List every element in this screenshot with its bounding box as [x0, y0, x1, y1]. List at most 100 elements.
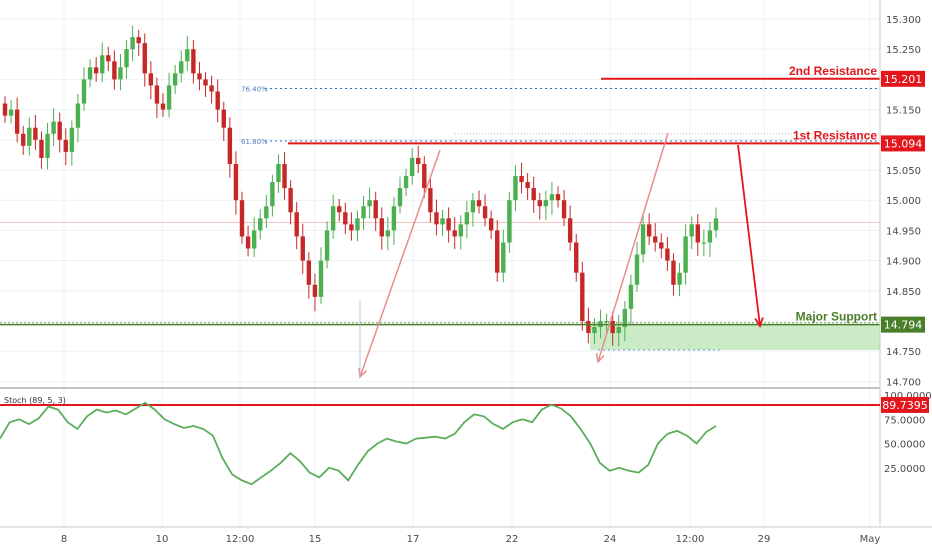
candle — [251, 230, 257, 249]
candle — [501, 242, 506, 273]
candle — [665, 248, 670, 261]
candle — [45, 133, 50, 158]
candle — [276, 163, 281, 183]
stoch-tick-label: 25.0000 — [884, 464, 925, 475]
candle — [707, 230, 713, 243]
candle — [185, 49, 190, 62]
candle — [306, 260, 312, 285]
candle — [288, 188, 293, 213]
candle — [713, 218, 719, 231]
candle — [27, 127, 32, 146]
candle — [689, 224, 694, 237]
candle — [543, 200, 549, 207]
price-tags: 15.201 15.094 14.794 89.7395 — [881, 70, 929, 413]
y-tick-label: 15.150 — [886, 106, 921, 117]
candle — [21, 133, 26, 146]
y-tick-label: 15.000 — [886, 196, 921, 207]
candle — [324, 230, 330, 261]
fib-label: 76.40% — [241, 85, 268, 93]
candlestick-series — [2, 25, 719, 347]
y-tick-label: 15.050 — [886, 166, 921, 177]
candle — [495, 230, 500, 273]
price-tag-text: 14.794 — [884, 319, 923, 332]
candle — [63, 139, 68, 152]
candle — [318, 260, 324, 297]
candle — [221, 109, 226, 128]
candle — [531, 188, 536, 201]
candle — [8, 109, 14, 116]
candle — [434, 212, 439, 225]
candle — [258, 218, 263, 231]
x-tick-label: May — [860, 534, 881, 545]
projection-arrows — [358, 132, 764, 379]
candle — [100, 55, 105, 74]
stoch-tick-label: 100.0000 — [884, 391, 932, 402]
candle — [270, 182, 275, 207]
candle — [106, 55, 111, 62]
candle — [464, 212, 470, 225]
x-tick-label: 10 — [156, 534, 169, 545]
candle — [300, 236, 305, 261]
key-levels: 2nd Resistance 1st Resistance Major Suppor… — [0, 64, 880, 326]
candle — [160, 103, 166, 110]
y-tick-label: 14.700 — [886, 377, 921, 388]
x-tick-label: 12:00 — [226, 534, 255, 545]
candle — [403, 176, 409, 189]
candle — [574, 242, 579, 273]
candle — [136, 37, 141, 44]
x-tick-label: 8 — [61, 534, 67, 545]
x-tick-label: 12:00 — [676, 534, 705, 545]
candle — [51, 121, 56, 134]
candle — [391, 206, 397, 231]
x-tick-label: 29 — [758, 534, 771, 545]
candle — [179, 61, 184, 74]
fib-label: 61.80% — [241, 138, 268, 146]
candle — [567, 218, 573, 243]
candle — [233, 163, 239, 201]
candle — [592, 327, 597, 334]
candle — [628, 284, 634, 309]
candle — [507, 200, 512, 243]
candle — [2, 103, 8, 116]
candle — [622, 308, 628, 328]
x-tick-label: 15 — [309, 534, 322, 545]
candle — [337, 206, 342, 213]
y-tick-label: 14.950 — [886, 226, 921, 237]
x-tick-label: 24 — [604, 534, 617, 545]
candle — [385, 230, 391, 237]
price-tag — [881, 70, 925, 87]
candle — [440, 218, 445, 225]
candle — [130, 37, 135, 50]
candle — [343, 212, 348, 225]
candle — [561, 200, 567, 219]
candle — [634, 254, 640, 285]
candle — [191, 49, 196, 74]
candle — [33, 127, 38, 140]
candle — [476, 200, 482, 207]
candle — [349, 224, 354, 231]
stoch-tick-label: 50.0000 — [884, 440, 925, 451]
y-tick-label: 14.850 — [886, 287, 921, 298]
projection-arrow-head — [595, 352, 605, 364]
candle — [513, 176, 518, 201]
candle — [197, 73, 202, 80]
candle — [93, 67, 99, 74]
candle — [14, 109, 20, 134]
candle — [355, 218, 360, 231]
support-zone — [590, 324, 880, 350]
candle — [677, 272, 682, 285]
candle — [81, 79, 87, 104]
fibonacci-levels: 76.40% 61.80% — [0, 85, 880, 351]
candle — [367, 200, 372, 207]
candle — [452, 230, 457, 237]
x-tick-label: 17 — [407, 534, 420, 545]
candle — [458, 224, 463, 237]
resistance-label: 2nd Resistance — [789, 64, 877, 78]
candle — [616, 327, 621, 334]
candle — [646, 224, 652, 237]
candle — [264, 206, 269, 219]
projection-arrow — [597, 132, 669, 363]
price-tag-text: 15.094 — [884, 137, 923, 150]
candle — [416, 157, 421, 164]
